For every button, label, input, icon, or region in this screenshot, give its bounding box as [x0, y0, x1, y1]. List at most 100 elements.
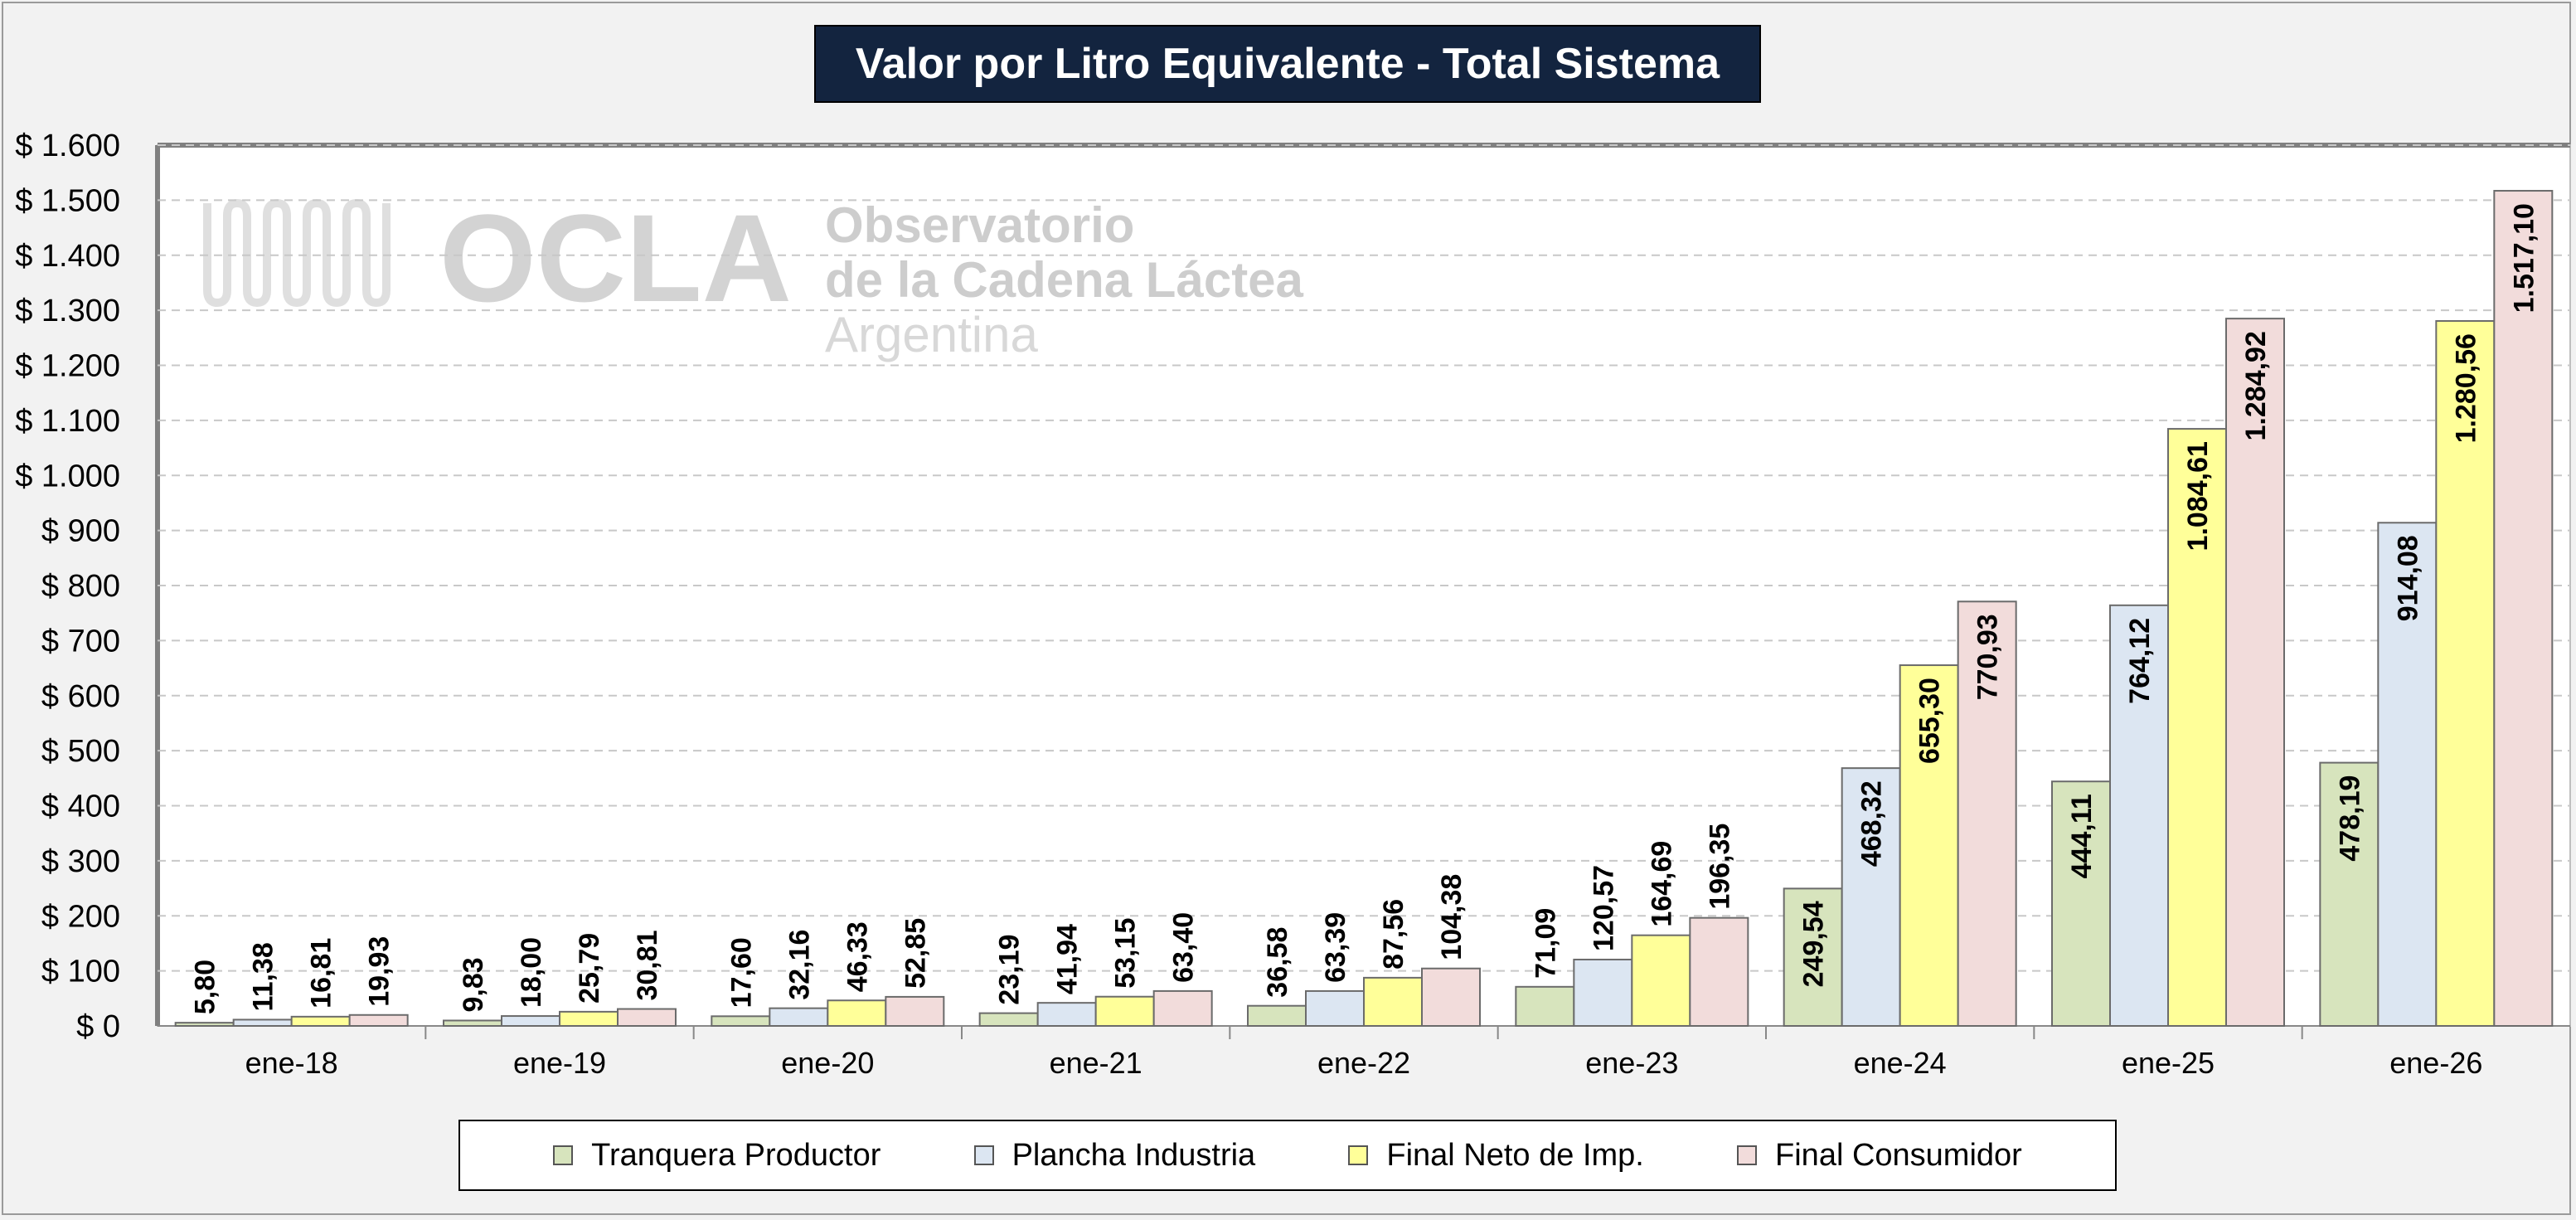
x-tick-label: ene-20: [781, 1046, 874, 1080]
bar: [2319, 761, 2380, 1027]
data-label: 41,94: [1052, 924, 1084, 994]
y-tick-label: $ 100: [41, 955, 120, 989]
data-label: 764,12: [2124, 618, 2156, 704]
y-axis-ticks: $ 0 $ 100 $ 200 $ 300 $ 400 $ 500 $ 600 $ 700 $ …: [15, 129, 120, 1044]
bar: [978, 1012, 1039, 1028]
y-tick-label: $ 1.500: [15, 183, 120, 218]
bar: [1957, 600, 2017, 1027]
data-label: 1.280,56: [2450, 333, 2481, 443]
y-tick-label: $ 500: [41, 734, 120, 769]
data-label: 249,54: [1798, 901, 1830, 987]
x-tick-label: ene-23: [1585, 1046, 1678, 1080]
bar: [711, 1015, 771, 1027]
data-label: 46,33: [842, 921, 873, 992]
data-label: 914,08: [2392, 535, 2423, 621]
bar: [290, 1015, 351, 1028]
y-tick-label: $ 1.300: [15, 294, 120, 328]
bar: [2051, 780, 2111, 1027]
data-label: 196,35: [1704, 824, 1735, 910]
bars: [174, 190, 2554, 1028]
data-label: 30,81: [632, 930, 663, 1000]
ocla-logo-text: OCLA: [439, 188, 792, 328]
data-label: 19,93: [364, 936, 395, 1007]
legend-label: Final Consumidor: [1775, 1137, 2022, 1173]
data-label: 36,58: [1262, 927, 1293, 998]
data-label: 468,32: [1856, 780, 1888, 867]
data-label: 63,39: [1320, 912, 1351, 983]
y-tick-label: $ 1.000: [15, 459, 120, 493]
data-label: 444,11: [2066, 794, 2098, 878]
chart-title: Valor por Litro Equivalente - Total Sist…: [814, 25, 1761, 103]
x-tick-label: ene-26: [2389, 1046, 2482, 1080]
legend-label: Plancha Industria: [1011, 1137, 1256, 1173]
bar: [1783, 887, 1843, 1027]
gridlines: [158, 144, 2570, 1027]
bar: [443, 1019, 502, 1028]
bar: [501, 1015, 560, 1027]
y-tick-label: $ 1.100: [15, 404, 120, 439]
legend-label: Final Neto de Imp.: [1386, 1137, 1644, 1173]
y-tick-label: $ 400: [41, 790, 120, 824]
ocla-line-3: Argentina: [825, 307, 1038, 362]
data-label: 63,40: [1168, 912, 1200, 983]
bar: [559, 1010, 619, 1027]
bar: [348, 1013, 409, 1028]
data-label: 87,56: [1378, 899, 1409, 970]
bar: [1421, 967, 1481, 1027]
ocla-watermark: OCLA Observatorio de la Cadena Láctea Ar…: [203, 188, 1304, 362]
y-tick-label: $ 600: [41, 679, 120, 714]
data-label: 32,16: [783, 930, 815, 1000]
data-label: 120,57: [1588, 865, 1619, 951]
ocla-line-1: Observatorio: [825, 197, 1134, 253]
y-tick-label: $ 0: [76, 1009, 120, 1044]
legend-item: Final Consumidor: [1737, 1138, 2022, 1174]
bar: [1515, 985, 1575, 1027]
bar: [2435, 320, 2496, 1027]
y-tick-label: $ 1.200: [15, 349, 120, 384]
legend-item: Plancha Industria: [973, 1137, 1256, 1174]
data-label: 770,93: [1972, 614, 2004, 700]
ocla-line-2: de la Cadena Láctea: [825, 252, 1304, 308]
legend-swatch: [1348, 1145, 1369, 1165]
data-label: 11,38: [248, 942, 279, 1011]
data-labels: 5,80 11,38 16,81 19,93 9,83 18,00 25,79 30,81 17…: [190, 203, 2540, 1014]
bar: [174, 1022, 235, 1028]
bar: [1094, 995, 1155, 1027]
bar: [2225, 318, 2285, 1027]
bar: [1363, 976, 1423, 1028]
y-tick-label: $ 800: [41, 569, 120, 604]
bar: [827, 999, 887, 1027]
data-label: 5,80: [190, 960, 221, 1014]
bar: [1152, 989, 1213, 1027]
bar: [769, 1007, 829, 1028]
x-tick-label: ene-19: [513, 1046, 606, 1080]
y-tick-label: $ 700: [41, 624, 120, 659]
bar: [1841, 767, 1901, 1027]
y-tick-label: $ 200: [41, 899, 120, 934]
x-tick-label: ene-22: [1317, 1046, 1410, 1080]
bar: [617, 1008, 677, 1027]
legend-item: Tranquera Productor: [553, 1138, 880, 1174]
x-tick-label: ene-18: [245, 1046, 338, 1080]
data-label: 17,60: [725, 937, 757, 1008]
data-label: 52,85: [900, 918, 931, 989]
data-label: 25,79: [574, 933, 605, 1004]
legend-swatch: [1737, 1145, 1758, 1165]
bar: [2109, 604, 2169, 1028]
y-tick-label: $ 300: [41, 844, 120, 879]
data-label: 164,69: [1646, 841, 1677, 927]
legend-swatch: [973, 1145, 994, 1165]
x-tick-label: ene-25: [2122, 1046, 2215, 1080]
data-label: 1.284,92: [2240, 331, 2272, 440]
bar: [885, 995, 945, 1027]
legend-label: Tranquera Productor: [591, 1137, 881, 1173]
data-label: 23,19: [994, 935, 1026, 1005]
data-label: 16,81: [306, 938, 337, 1009]
bar: [2493, 190, 2554, 1027]
ocla-wave-icon: [203, 198, 391, 308]
data-label: 104,38: [1436, 874, 1467, 960]
bar: [1689, 916, 1749, 1028]
y-tick-label: $ 1.600: [15, 129, 120, 163]
bar: [1036, 1002, 1097, 1028]
